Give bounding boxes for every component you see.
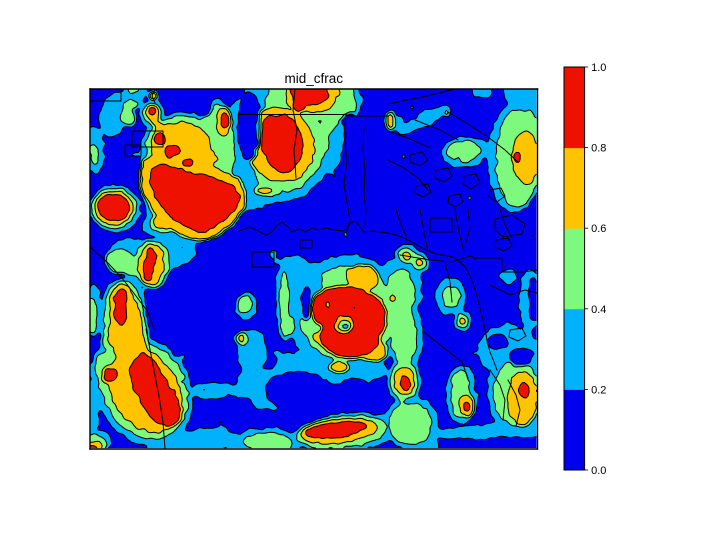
svg-text:0.4: 0.4 xyxy=(591,304,606,316)
svg-text:0.0: 0.0 xyxy=(591,465,606,477)
svg-text:1.0: 1.0 xyxy=(591,62,606,74)
svg-text:0.2: 0.2 xyxy=(591,384,606,396)
svg-text:0.6: 0.6 xyxy=(591,223,606,235)
svg-text:0.8: 0.8 xyxy=(591,143,606,155)
svg-text:mid_cfrac: mid_cfrac xyxy=(285,71,344,86)
